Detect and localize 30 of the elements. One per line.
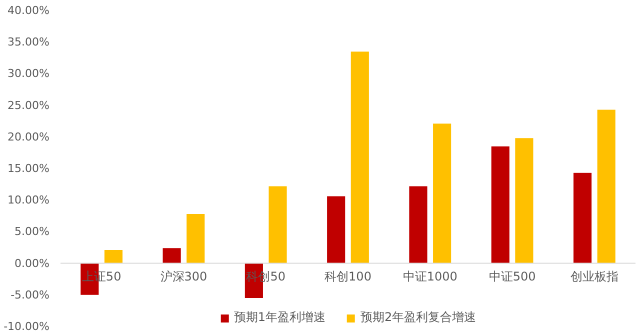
y-tick-label: -5.00% bbox=[10, 288, 50, 302]
y-tick-label: 30.00% bbox=[8, 67, 50, 80]
x-tick-label: 科创100 bbox=[324, 269, 372, 284]
y-tick-label: 25.00% bbox=[8, 98, 50, 112]
x-tick-label: 中证1000 bbox=[402, 269, 458, 284]
x-tick-label: 沪深300 bbox=[160, 269, 208, 284]
y-tick-label: 5.00% bbox=[14, 225, 50, 238]
y-tick-label: 40.00% bbox=[8, 4, 50, 17]
bar bbox=[268, 186, 287, 264]
y-tick-label: 15.00% bbox=[8, 162, 50, 175]
bar bbox=[491, 146, 510, 264]
legend-label: 预期1年盈利增速 bbox=[234, 309, 326, 326]
y-tick-label: 35.00% bbox=[8, 36, 50, 49]
bar bbox=[573, 172, 592, 264]
y-tick-label: 20.00% bbox=[8, 130, 50, 144]
bar bbox=[104, 250, 123, 264]
bar bbox=[327, 196, 346, 264]
bar bbox=[186, 214, 205, 264]
x-tick-label: 创业板指 bbox=[570, 269, 618, 284]
bar bbox=[433, 124, 452, 264]
y-tick-label: 0.00% bbox=[14, 256, 50, 270]
bar bbox=[515, 138, 534, 264]
y-tick-label: -10.00% bbox=[4, 320, 50, 333]
legend-label: 预期2年盈利复合增速 bbox=[360, 309, 476, 326]
bar bbox=[597, 110, 616, 264]
x-tick-label: 中证500 bbox=[488, 269, 536, 284]
bar bbox=[409, 186, 428, 264]
bar bbox=[162, 248, 181, 264]
y-tick-label: 10.00% bbox=[8, 194, 50, 207]
bar bbox=[350, 52, 369, 264]
